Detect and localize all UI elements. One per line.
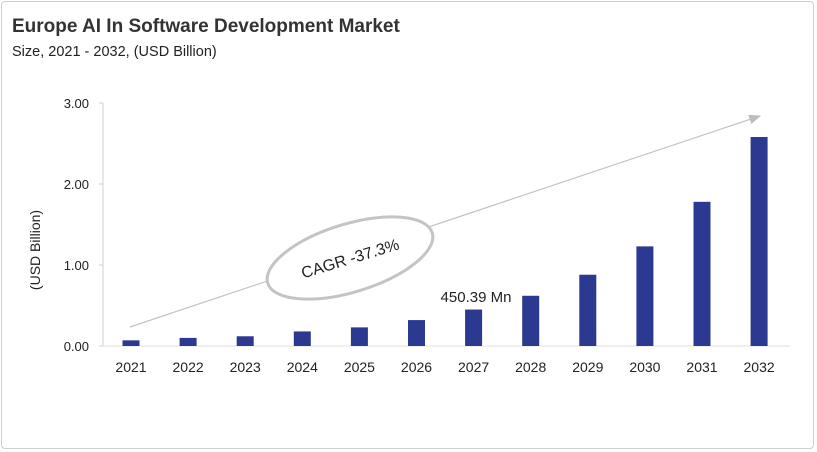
- y-tick-label: 0.00: [64, 339, 89, 354]
- x-tick-label: 2023: [230, 359, 261, 375]
- bar-2021: [122, 340, 140, 346]
- bar-2028: [522, 295, 540, 346]
- x-tick-label: 2026: [401, 359, 432, 375]
- x-tick-label: 2030: [629, 359, 660, 375]
- bar-2022: [179, 337, 197, 346]
- bar-2032: [750, 137, 768, 346]
- bar-2031: [693, 201, 711, 346]
- y-tick-label: 3.00: [64, 96, 89, 111]
- chart-subtitle: Size, 2021 - 2032, (USD Billion): [12, 44, 217, 60]
- x-tick-label: 2022: [173, 359, 204, 375]
- cagr-ellipse: [265, 215, 435, 301]
- bar-data-label: 450.39 Mn: [441, 289, 512, 306]
- x-tick-label: 2027: [458, 359, 489, 375]
- x-tick-label: 2029: [572, 359, 603, 375]
- y-tick-label: 2.00: [64, 177, 89, 192]
- x-tick-label: 2028: [515, 359, 546, 375]
- x-tick-label: 2021: [115, 359, 146, 375]
- x-tick-label: 2025: [344, 359, 375, 375]
- bar-2025: [350, 327, 368, 346]
- x-tick-label: 2024: [287, 359, 318, 375]
- bar-2026: [408, 320, 425, 346]
- bar-2030: [636, 246, 654, 346]
- bar-2024: [293, 331, 311, 346]
- bar-2027: [465, 309, 483, 346]
- chart-title: Europe AI In Software Development Market: [12, 16, 400, 37]
- trend-arrow: [129, 114, 762, 328]
- x-tick-label: 2032: [744, 359, 775, 375]
- y-tick-label: 1.00: [64, 258, 89, 273]
- x-tick-label: 2031: [686, 359, 717, 375]
- y-axis-label: (USD Billion): [27, 210, 43, 290]
- bar-2023: [236, 336, 254, 346]
- bar-2029: [579, 274, 597, 346]
